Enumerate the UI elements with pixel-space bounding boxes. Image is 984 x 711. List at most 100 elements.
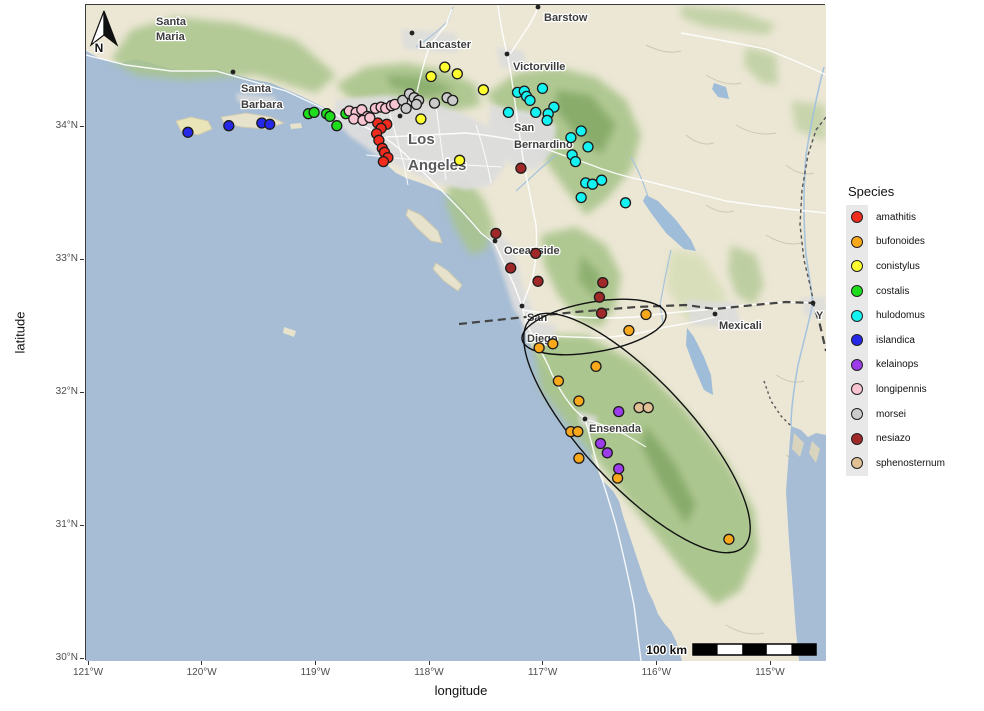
range-ellipses bbox=[521, 298, 751, 554]
point-hulodomus bbox=[502, 106, 515, 119]
point-bufonoides bbox=[611, 472, 624, 484]
point-bufonoides bbox=[573, 452, 585, 464]
point-bufonoides bbox=[547, 338, 559, 350]
city-dot bbox=[397, 113, 403, 119]
y-tick-label: 31°N bbox=[55, 519, 78, 530]
city-label: Mexicali bbox=[719, 320, 762, 332]
point-conistylus bbox=[477, 84, 490, 96]
legend-swatch-icon bbox=[851, 358, 863, 371]
scale-bar-label: 100 km bbox=[646, 643, 687, 657]
y-tick-label: 32°N bbox=[55, 386, 78, 397]
legend-swatch-icon bbox=[851, 383, 863, 396]
point-islandica bbox=[182, 126, 194, 138]
point-costalis bbox=[324, 110, 336, 123]
city-label: Los bbox=[408, 131, 435, 148]
point-nesiazo bbox=[532, 275, 544, 287]
city-dot bbox=[535, 5, 541, 10]
scale-bar: 100 km bbox=[645, 642, 817, 658]
point-hulodomus bbox=[569, 155, 582, 168]
city-dot bbox=[712, 311, 718, 317]
legend-label: costalis bbox=[876, 285, 910, 297]
city-dot bbox=[810, 300, 816, 306]
point-bufonoides bbox=[533, 342, 545, 354]
legend-label: morsei bbox=[876, 408, 907, 420]
point-kelainops bbox=[601, 447, 613, 459]
legend-key bbox=[846, 254, 868, 279]
point-hulodomus bbox=[541, 114, 553, 127]
city-dot bbox=[230, 69, 236, 75]
city-dot bbox=[504, 51, 510, 57]
legend-label: islandica bbox=[876, 334, 915, 346]
point-hulodomus bbox=[536, 82, 549, 95]
point-islandica bbox=[223, 120, 235, 132]
point-bufonoides bbox=[590, 360, 602, 373]
point-hulodomus bbox=[524, 94, 536, 107]
x-tick-mark bbox=[655, 661, 657, 665]
city-label: San bbox=[514, 122, 534, 134]
legend-key bbox=[846, 278, 868, 304]
legend-item: bufonoides bbox=[846, 229, 980, 255]
point-islandica bbox=[264, 118, 276, 130]
legend-swatch-icon bbox=[851, 457, 863, 470]
point-conistylus bbox=[425, 70, 437, 83]
x-tick-mark bbox=[201, 661, 203, 665]
point-hulodomus bbox=[575, 191, 587, 204]
city-dot bbox=[409, 30, 415, 36]
point-bufonoides bbox=[573, 395, 585, 407]
point-hulodomus bbox=[586, 178, 599, 190]
x-tick-mark bbox=[769, 661, 771, 665]
point-bufonoides bbox=[723, 533, 735, 545]
roads bbox=[86, 5, 826, 661]
north-arrow-label: N bbox=[95, 41, 104, 55]
point-morsei bbox=[447, 94, 459, 107]
y-tick-mark bbox=[80, 524, 84, 526]
legend-swatch-icon bbox=[851, 408, 863, 421]
y-tick-mark bbox=[80, 125, 84, 127]
point-bufonoides bbox=[572, 425, 584, 438]
x-tick-mark bbox=[314, 661, 316, 665]
legend-label: kelainops bbox=[876, 359, 919, 371]
legend-key bbox=[846, 377, 868, 402]
legend-item: amathitis bbox=[846, 205, 980, 230]
terrain-map: Santa Maria Santa Barbara Lancaster Barstow Vi… bbox=[86, 5, 826, 661]
point-costalis bbox=[308, 106, 320, 119]
point-costalis bbox=[331, 120, 343, 132]
point-nesiazo bbox=[490, 227, 502, 240]
point-morsei bbox=[428, 97, 441, 109]
y-tick-label: 30°N bbox=[55, 652, 78, 663]
channel-islands bbox=[175, 112, 463, 337]
point-longipennis bbox=[348, 113, 360, 125]
city-label: Santa bbox=[241, 83, 272, 95]
point-bufonoides bbox=[552, 375, 565, 387]
city-label: Ensenada bbox=[589, 423, 642, 435]
legend-item: morsei bbox=[846, 401, 980, 427]
point-hulodomus bbox=[582, 141, 594, 153]
legend-item: sphenosternum bbox=[846, 450, 980, 476]
legend-key bbox=[846, 229, 868, 255]
x-tick-label: 119°W bbox=[300, 667, 331, 678]
legend-label: bufonoides bbox=[876, 236, 925, 248]
legend-item: costalis bbox=[846, 278, 980, 304]
north-arrow-icon: N bbox=[89, 10, 119, 56]
legend-item: conistylus bbox=[846, 254, 980, 279]
y-tick-label: 34°N bbox=[55, 120, 78, 131]
legend-label: conistylus bbox=[876, 260, 920, 272]
x-tick-label: 115°W bbox=[755, 667, 785, 678]
point-morsei bbox=[400, 102, 412, 115]
legend-label: nesiazo bbox=[876, 433, 911, 445]
hillshade bbox=[645, 44, 817, 635]
legend-label: longipennis bbox=[876, 383, 927, 395]
city-label: Barbara bbox=[241, 99, 283, 111]
x-tick-mark bbox=[87, 661, 89, 665]
legend-swatch-icon bbox=[851, 432, 863, 445]
point-bufonoides bbox=[640, 308, 652, 321]
legend-key bbox=[846, 327, 868, 353]
x-tick-label: 118°W bbox=[414, 667, 444, 678]
y-tick-mark bbox=[80, 657, 84, 659]
x-tick-label: 116°W bbox=[641, 667, 672, 678]
y-tick-label: 33°N bbox=[55, 253, 78, 264]
point-nesiazo bbox=[530, 247, 542, 260]
city-label: Angeles bbox=[408, 157, 466, 174]
city-label: Victorville bbox=[513, 61, 565, 73]
